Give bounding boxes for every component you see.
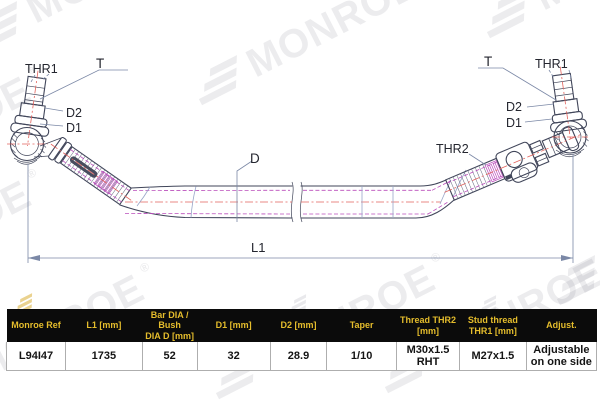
header-adjust: Adjust. — [526, 309, 597, 343]
dimension-l1 — [27, 154, 574, 263]
spec-data-row: L94I47 1735 52 32 28.9 1/10 M30x1.5 RHT … — [6, 342, 598, 372]
label-thr1-left: THR1 — [25, 62, 58, 76]
monroe-watermark: MONROE® — [186, 0, 441, 114]
header-taper: Taper — [326, 309, 397, 343]
spec-header-row: Monroe Ref L1 [mm] Bar DIA / Bush DIA D … — [6, 309, 597, 343]
cell-d1: 32 — [196, 342, 271, 372]
cell-taper: 1/10 — [326, 342, 397, 372]
left-ball-joint-stud — [10, 70, 50, 147]
monroe-watermark: MONROE® — [474, 0, 600, 47]
label-d2-left: D2 — [66, 106, 82, 120]
label-t-left: T — [96, 56, 104, 71]
right-sleeve-clamp — [444, 126, 581, 201]
right-ball-housing — [552, 120, 589, 158]
left-sleeve-clamp — [48, 136, 132, 206]
monroe-wings-icon — [198, 54, 237, 105]
leader-lines — [30, 67, 572, 222]
header-stud-thread-thr1: Stud thread THR1 [mm] — [459, 309, 527, 343]
header-thread-thr2: Thread THR2 [mm] — [396, 309, 460, 343]
header-d2: D2 [mm] — [270, 309, 327, 343]
drag-link-bar — [119, 169, 467, 223]
header-bar-dia: Bar DIA / Bush DIA D [mm] — [142, 309, 198, 343]
cell-l1: 1735 — [65, 342, 143, 372]
label-thr1-right: THR1 — [535, 57, 568, 71]
label-d1-left: D1 — [66, 121, 82, 135]
clamp-bolts — [528, 139, 550, 167]
spec-table: Monroe Ref L1 [mm] Bar DIA / Bush DIA D … — [6, 309, 598, 372]
monroe-watermark: MONROE® — [0, 0, 221, 60]
label-d2-right: D2 — [506, 100, 522, 114]
monroe-wings-icon — [0, 0, 17, 51]
header-d1: D1 [mm] — [197, 309, 271, 343]
cell-thread-thr2: M30x1.5 RHT — [395, 342, 461, 372]
left-ball-housing — [7, 126, 62, 165]
cell-adjust: Adjustable on one side — [525, 342, 598, 372]
right-ball-joint-stud — [550, 66, 588, 141]
label-l1: L1 — [251, 240, 265, 255]
label-t-right: T — [484, 54, 492, 69]
label-d: D — [250, 151, 260, 166]
technical-drawing: THR1 T D2 D1 D THR2 T THR1 D2 D1 L1 — [7, 54, 589, 263]
header-monroe-ref: Monroe Ref — [6, 309, 66, 343]
monroe-watermark: MONROE® — [544, 155, 600, 314]
header-l1: L1 [mm] — [65, 309, 143, 343]
label-thr2: THR2 — [436, 142, 469, 156]
monroe-wings-icon — [556, 254, 595, 305]
monroe-wings-icon — [486, 0, 525, 38]
cell-stud-thread-thr1: M27x1.5 — [459, 342, 527, 372]
cell-bar-dia: 52 — [141, 342, 198, 372]
label-d1-right: D1 — [506, 116, 522, 130]
cell-d2: 28.9 — [269, 342, 328, 372]
cell-monroe-ref: L94I47 — [6, 342, 66, 372]
